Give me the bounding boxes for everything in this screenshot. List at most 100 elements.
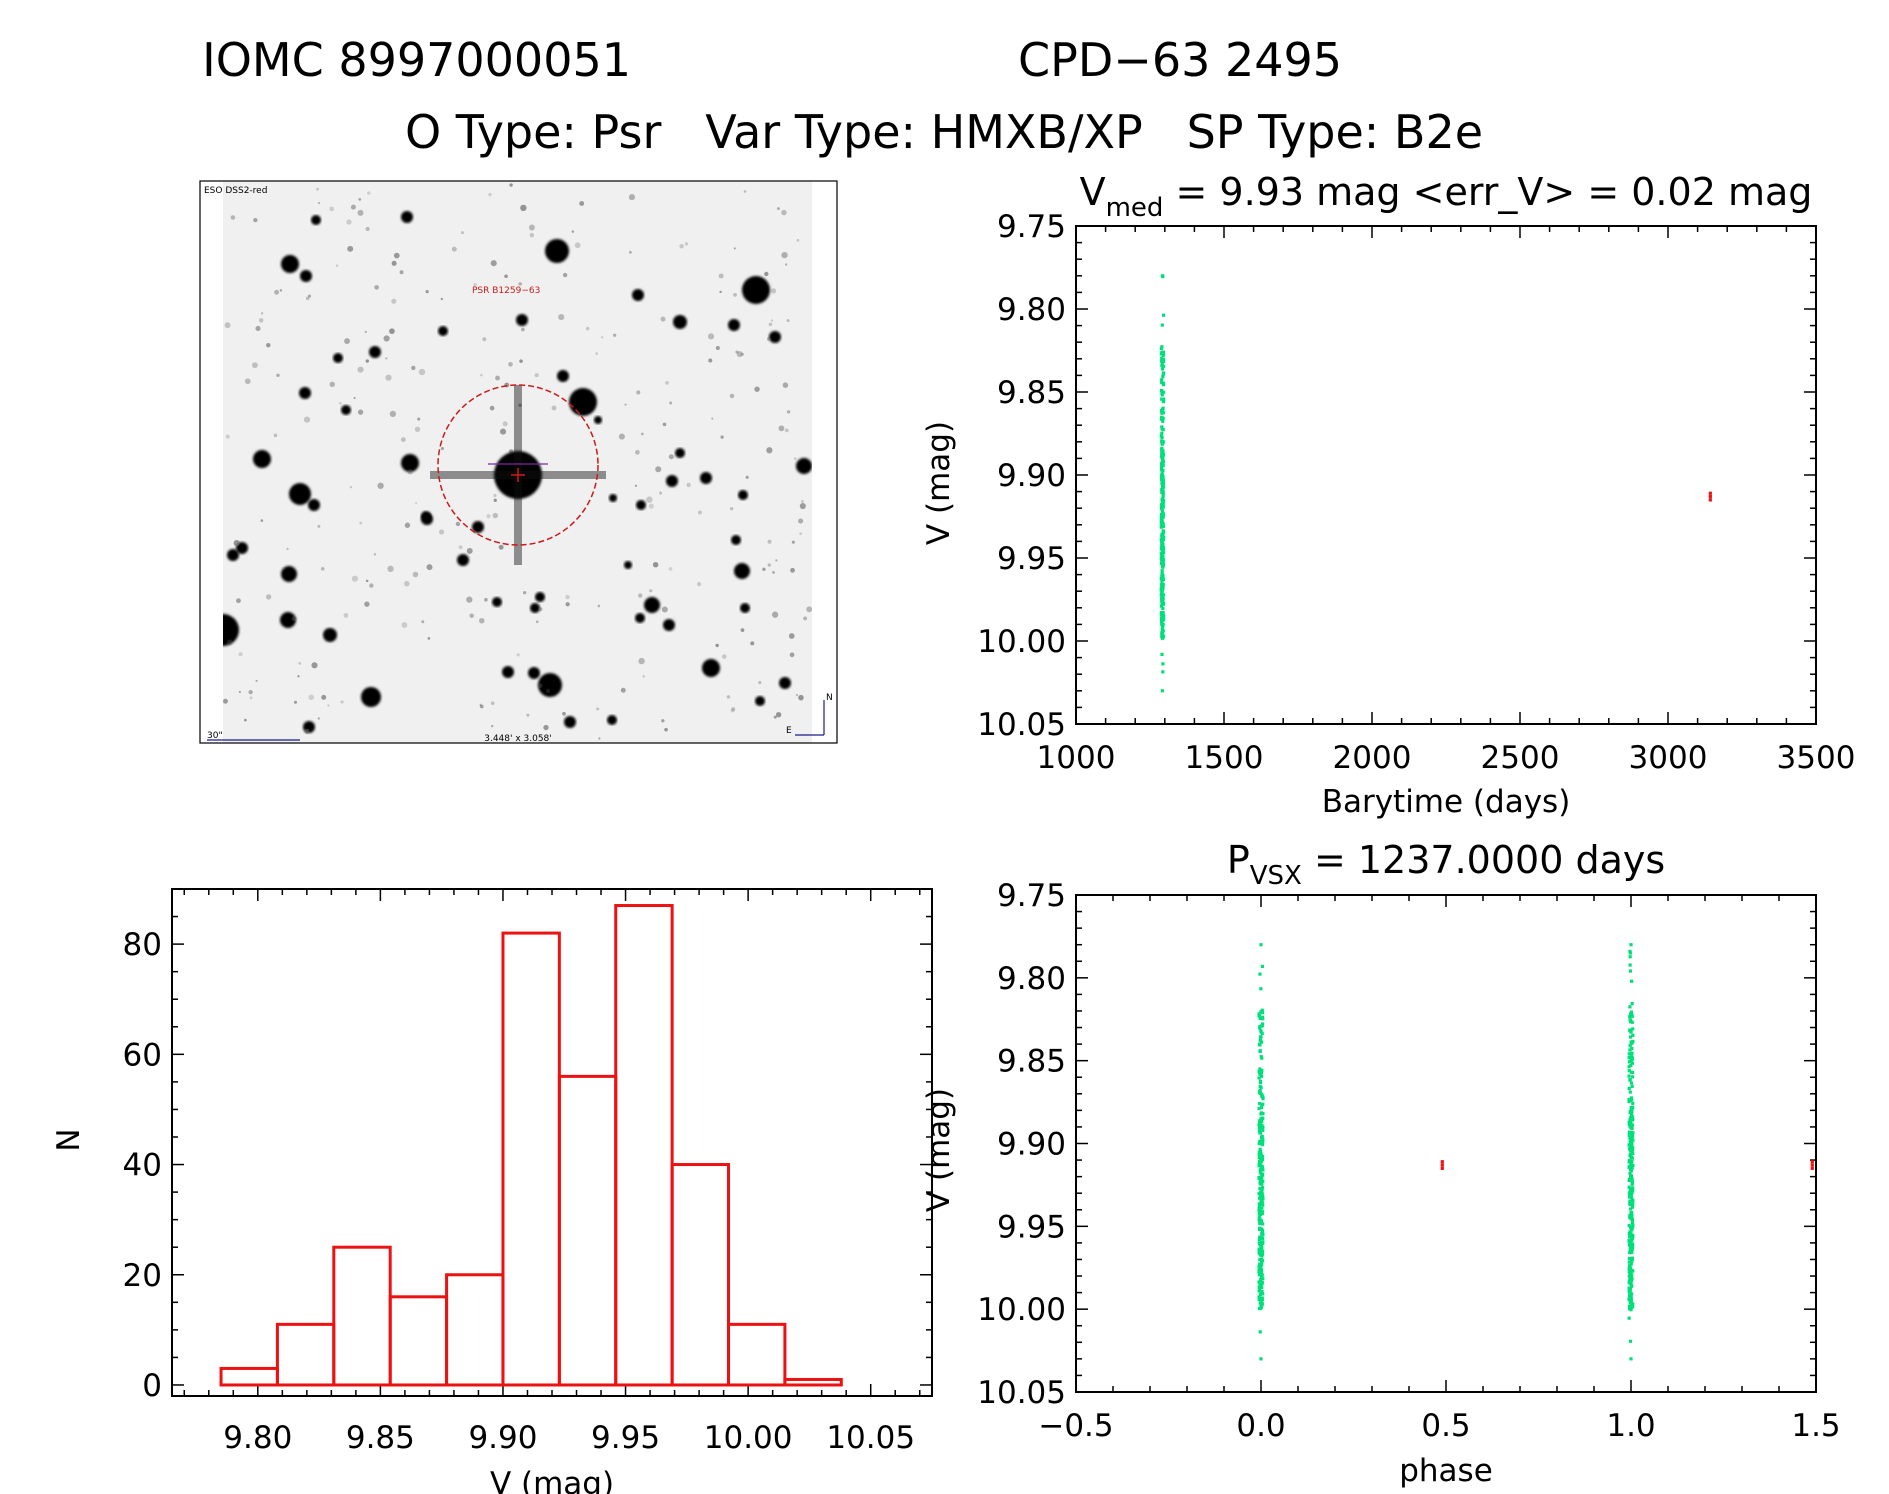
lightcurve-point-primary [1160, 367, 1165, 371]
faint-star [404, 580, 410, 587]
lightcurve-point-primary [1161, 497, 1165, 501]
faint-star [636, 390, 641, 395]
lightcurve-point-primary [1161, 547, 1166, 551]
phased-point-primary [1259, 1117, 1263, 1121]
faint-star [558, 313, 565, 321]
faint-star [649, 589, 653, 593]
faint-star [781, 251, 788, 259]
faint-star [493, 493, 497, 498]
phased-point-primary [1257, 1012, 1261, 1016]
background-star [731, 535, 741, 545]
phased-point-secondary [1440, 1160, 1444, 1164]
background-star [492, 597, 502, 607]
phased-point-primary [1631, 1131, 1635, 1135]
faint-star [736, 351, 743, 358]
faint-star [551, 405, 557, 411]
phased-point-secondary [1810, 1160, 1814, 1164]
faint-star [311, 662, 318, 669]
faint-star [399, 270, 404, 275]
histogram-bar [332, 1245, 392, 1387]
lightcurve-point-primary [1161, 585, 1165, 589]
faint-star [735, 350, 739, 354]
lightcurve-point-primary [1159, 620, 1164, 624]
lightcurve-point-primary [1161, 593, 1166, 597]
hist-x-tick-label: 10.00 [704, 1420, 793, 1456]
phased-point-primary [1629, 1040, 1633, 1044]
faint-star [790, 567, 795, 573]
faint-star [466, 547, 473, 554]
phased-point-primary [1627, 1133, 1631, 1137]
faint-star [329, 381, 335, 388]
phased-point-primary [1629, 1112, 1634, 1117]
faint-star [282, 567, 286, 570]
faint-star [571, 230, 575, 233]
phased-point-primary [1260, 1298, 1264, 1302]
phased-point-primary [1630, 1221, 1634, 1225]
faint-star [473, 282, 477, 287]
phased-point-primary [1260, 1142, 1265, 1147]
ph-x-tick-label: 1.0 [1606, 1408, 1655, 1444]
faint-star [469, 613, 474, 618]
faint-star [226, 639, 233, 646]
lightcurve-point-primary [1161, 371, 1166, 375]
faint-star [335, 264, 339, 267]
background-star [289, 483, 311, 505]
faint-star [655, 466, 662, 473]
phased-point-primary [1627, 1060, 1632, 1064]
faint-star [407, 469, 413, 475]
background-star [281, 566, 297, 582]
faint-star [733, 292, 737, 297]
lightcurve-point-primary [1161, 353, 1166, 357]
lightcurve-point-primary [1160, 689, 1165, 693]
phased-point-primary [1258, 1186, 1262, 1191]
lightcurve-point-primary [1161, 634, 1165, 638]
phased-point-primary [1627, 1260, 1631, 1264]
phased-point-primary [1258, 1067, 1262, 1071]
faint-star [412, 571, 419, 578]
phased-point-primary [1258, 1147, 1262, 1151]
faint-star [358, 197, 362, 201]
background-star [308, 499, 320, 511]
faint-star [562, 272, 568, 278]
lightcurve-point-primary [1161, 428, 1165, 432]
phased-point-primary [1628, 1230, 1632, 1234]
ph-y-tick-label: 9.90 [997, 1127, 1066, 1163]
phased-point-primary [1630, 1180, 1635, 1184]
faint-star [770, 319, 774, 322]
phased-point-primary [1260, 964, 1265, 968]
faint-star [523, 591, 527, 595]
faint-star [489, 405, 495, 411]
faint-star [486, 514, 491, 519]
ph-y-tick-label: 9.75 [997, 878, 1066, 914]
phased-point-primary [1628, 969, 1633, 973]
phased-point-primary [1628, 1266, 1632, 1271]
lightcurve-point-primary [1161, 364, 1166, 368]
faint-star [479, 704, 484, 709]
lc-x-tick-label: 2500 [1481, 740, 1560, 776]
phased-point-primary [1629, 1136, 1633, 1140]
phased-point-primary [1630, 1114, 1634, 1119]
background-star [299, 387, 311, 399]
phased-x-axis-label: phase [1399, 1453, 1493, 1489]
faint-star [668, 454, 674, 460]
faint-star [743, 190, 747, 193]
background-star [728, 319, 740, 331]
phased-point-primary [1260, 1191, 1264, 1195]
faint-star [596, 707, 600, 711]
phased-point-primary [1629, 1140, 1634, 1144]
phased-point-primary [1257, 1126, 1262, 1130]
faint-star [223, 698, 228, 704]
histogram-y-axis-label: N [51, 1128, 87, 1151]
background-star [734, 563, 750, 579]
lightcurve-point-primary [1160, 478, 1164, 482]
background-star [755, 696, 765, 706]
lc-y-tick-label: 9.85 [997, 375, 1066, 411]
phased-point-primary [1259, 1261, 1264, 1265]
faint-star [451, 246, 457, 252]
phased-point-primary [1261, 1128, 1265, 1132]
phased-point-primary [1260, 1303, 1264, 1307]
faint-star [565, 594, 570, 600]
faint-star [364, 330, 367, 333]
scale-label: 30" [207, 731, 223, 741]
phased-point-primary [1630, 1020, 1634, 1024]
